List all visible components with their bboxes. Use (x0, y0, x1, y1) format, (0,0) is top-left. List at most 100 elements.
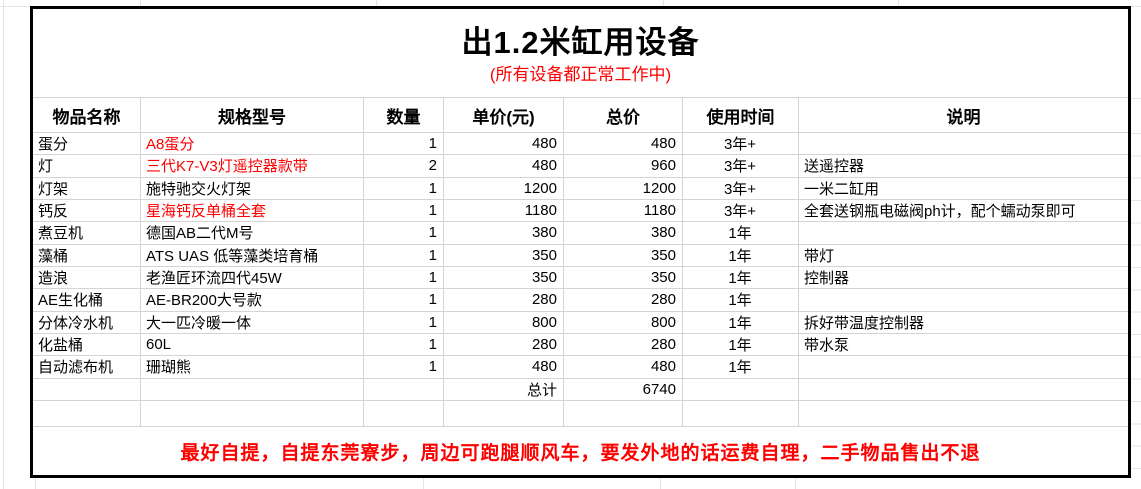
blank-cell (33, 401, 141, 426)
table-cell: 3年+ (683, 200, 799, 222)
table-cell: 1 (364, 289, 444, 311)
table-row: 灯架 施特驰交火灯架 1 1200 1200 3年+ 一米二缸用 (33, 177, 1128, 200)
column-header: 说明 (946, 107, 981, 127)
table-cell: 自动滤布机 (33, 356, 141, 378)
table-cell: 1 (364, 311, 444, 333)
table-cell: 3年+ (683, 155, 799, 177)
table-cell (799, 222, 1128, 243)
table-cell: 藻桶 (33, 244, 141, 266)
equipment-table: 出1.2米缸用设备 (所有设备都正常工作中) 物品名称 规格型号 数量 单价(元) 总价… (30, 6, 1131, 478)
table-row: 钙反 星海钙反单桶全套 1 1180 1180 3年+ 全套送钢瓶电磁阀ph计，配个蠕动泵即… (33, 200, 1128, 223)
table-cell: 1 (364, 244, 444, 266)
table-cell: 控制器 (804, 270, 850, 288)
table-row: 分体冷水机 大一匹冷暖一体 1 800 800 1年 拆好带温度控制器 (33, 311, 1128, 334)
table-cell (799, 289, 1128, 310)
table-cell: 灯架 (33, 177, 141, 199)
sheet-gridline (35, 478, 36, 489)
sheet-gridline (423, 478, 424, 489)
table-cell: 350 (444, 244, 564, 266)
table-cell (799, 356, 1128, 377)
table-cell: 施特驰交火灯架 (141, 177, 364, 199)
table-cell: 星海钙反单桶全套 (141, 200, 364, 222)
table-cell (141, 378, 364, 400)
column-header: 单价(元) (444, 98, 564, 132)
table-cell: 1180 (564, 200, 683, 222)
table-body: 蛋分 A8蛋分 1 480 480 3年+ 灯三代K7-V3灯遥控器款带 2 480 960 3年+… (33, 133, 1128, 401)
table-cell: 1180 (444, 200, 564, 222)
table-cell: 350 (444, 267, 564, 289)
table-cell: 800 (564, 311, 683, 333)
blank-cell (799, 401, 1128, 426)
table-cell: 三代K7-V3灯遥控器款带 (141, 155, 364, 177)
column-header: 规格型号 (141, 98, 364, 132)
table-cell: 350 (564, 244, 683, 266)
table-cell: 380 (564, 222, 683, 244)
table-cell: 280 (564, 289, 683, 311)
table-cell: 480 (444, 356, 564, 378)
table-cell: 1200 (444, 177, 564, 199)
table-cell: 蛋分 (33, 133, 141, 155)
sheet-gridline (376, 0, 377, 6)
table-cell: 1年 (683, 267, 799, 289)
table-cell: 480 (444, 133, 564, 155)
table-row: AE生化桶 AE-BR200大号款 1 280 280 1年 (33, 289, 1128, 312)
table-cell: 1 (364, 222, 444, 244)
table-cell: 1 (364, 334, 444, 356)
table-cell: 1年 (683, 222, 799, 244)
table-row: 自动滤布机 珊瑚熊 1 480 480 1年 (33, 356, 1128, 379)
table-cell: 化盐桶 (33, 334, 141, 356)
table-cell: 480 (564, 133, 683, 155)
column-header: 总价 (564, 98, 683, 132)
table-cell: 钙反 (33, 200, 141, 222)
sheet-gridline (1131, 98, 1141, 99)
table-cell: 送遥控器 (804, 158, 865, 176)
table-cell: 480 (564, 356, 683, 378)
sheet-gridline (795, 478, 796, 489)
table-cell: ATS UAS 低等藻类培育桶 (141, 244, 364, 266)
table-cell: 带灯 (804, 247, 835, 265)
table-title-block: 出1.2米缸用设备 (所有设备都正常工作中) (33, 9, 1128, 98)
table-cell: AE-BR200大号款 (141, 289, 364, 311)
table-cell: 3年+ (683, 177, 799, 199)
column-header: 使用时间 (683, 98, 799, 132)
table-cell: 造浪 (33, 267, 141, 289)
table-cell: 大一匹冷暖一体 (141, 311, 364, 333)
table-cell: 1年 (683, 356, 799, 378)
table-cell: 280 (564, 334, 683, 356)
footer-note: 最好自提，自提东莞寮步，周边可跑腿顺风车，要发外地的话运费自理，二手物品售出不退 (180, 442, 981, 464)
blank-cell (141, 401, 364, 426)
table-cell (364, 378, 444, 400)
table-cell: 德国AB二代M号 (141, 222, 364, 244)
table-cell: 全套送钢瓶电磁阀ph计，配个蠕动泵即可 (804, 203, 1076, 221)
table-cell: A8蛋分 (141, 133, 364, 155)
blank-row (33, 401, 1128, 427)
blank-cell (564, 401, 683, 426)
table-cell: 280 (444, 334, 564, 356)
sheet-gridline (3, 0, 4, 489)
blank-cell (444, 401, 564, 426)
page-title: 出1.2米缸用设备 (461, 25, 700, 60)
table-cell: 灯 (33, 155, 141, 177)
table-cell: 一米二缸用 (804, 180, 880, 198)
table-cell: 珊瑚熊 (141, 356, 364, 378)
column-header: 数量 (364, 98, 444, 132)
sheet-gridline (898, 0, 899, 6)
table-row: 化盐桶 60L 1 280 280 1年 带水泵 (33, 334, 1128, 357)
title-subtitle: (所有设备都正常工作中) (489, 65, 672, 84)
table-cell (799, 133, 1128, 154)
table-cell: 分体冷水机 (33, 311, 141, 333)
table-cell: 800 (444, 311, 564, 333)
table-cell: 1 (364, 356, 444, 378)
table-cell: 拆好带温度控制器 (804, 314, 925, 332)
table-cell: 3年+ (683, 133, 799, 155)
blank-cell (683, 401, 799, 426)
sheet-gridline (660, 478, 661, 489)
table-cell: 60L (141, 334, 364, 356)
table-cell (33, 378, 141, 400)
table-cell: AE生化桶 (33, 289, 141, 311)
table-cell: 350 (564, 267, 683, 289)
table-header-row: 物品名称 规格型号 数量 单价(元) 总价 使用时间 说明 (33, 98, 1128, 133)
table-cell: 2 (364, 155, 444, 177)
sheet-gridline (140, 0, 141, 6)
